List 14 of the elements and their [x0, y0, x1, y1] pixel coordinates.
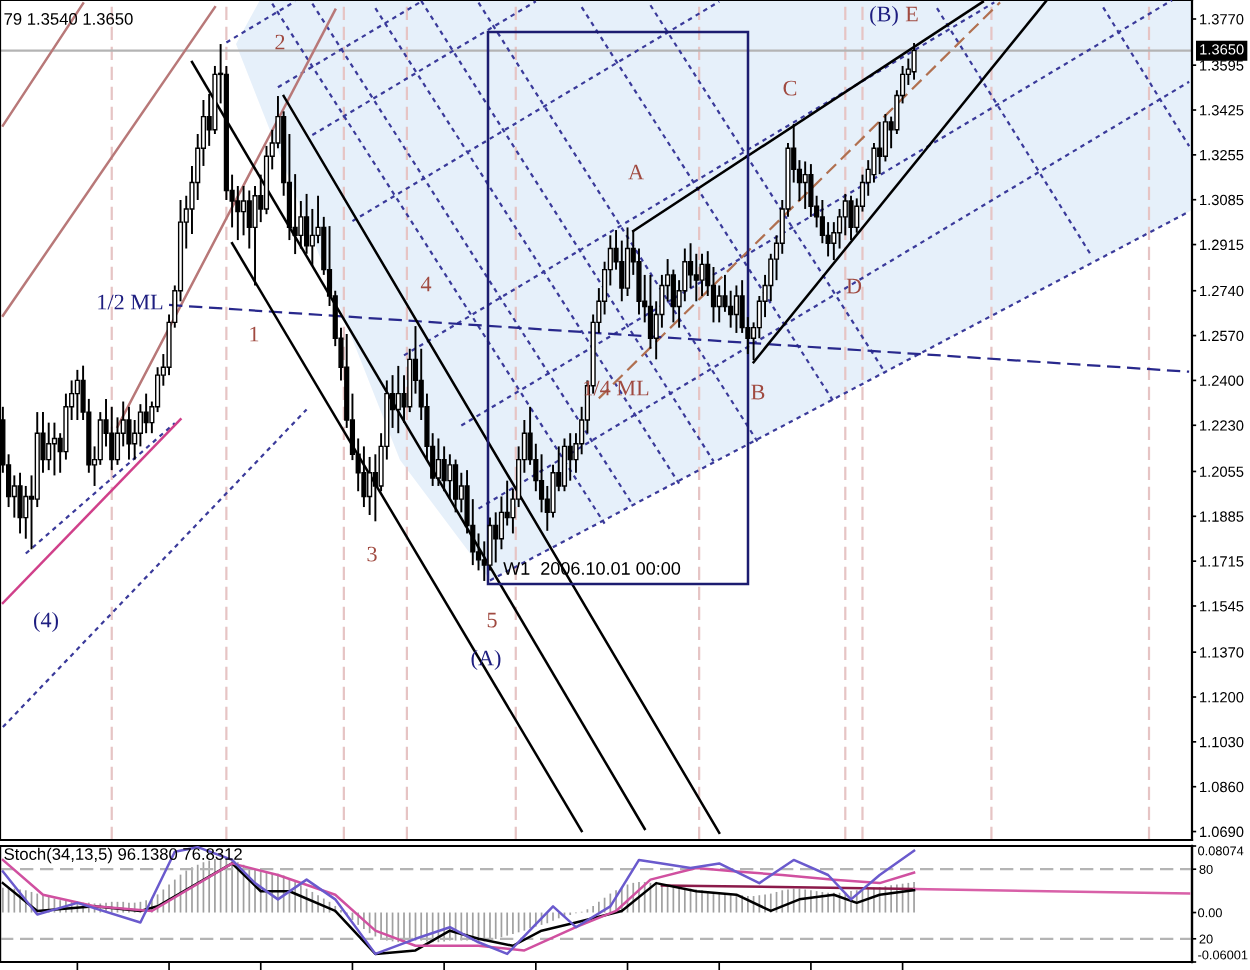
text: 79 1.3540 1.3650 — [4, 13, 133, 25]
annotation: (4) — [34, 611, 58, 633]
annotation: 1/2 ML — [98, 294, 163, 310]
annotation: 1 — [250, 326, 259, 342]
annotation: 4 — [420, 276, 432, 292]
annotation: 3 — [367, 546, 377, 562]
annotation: C — [783, 80, 797, 96]
annotation: (B) — [870, 5, 898, 27]
annotation: A — [628, 164, 644, 180]
annotation: 5 — [487, 612, 497, 628]
annotation: E — [905, 6, 918, 22]
annotation: 2 — [275, 34, 285, 50]
annotation: B — [751, 384, 765, 400]
annotation: D — [846, 278, 862, 294]
